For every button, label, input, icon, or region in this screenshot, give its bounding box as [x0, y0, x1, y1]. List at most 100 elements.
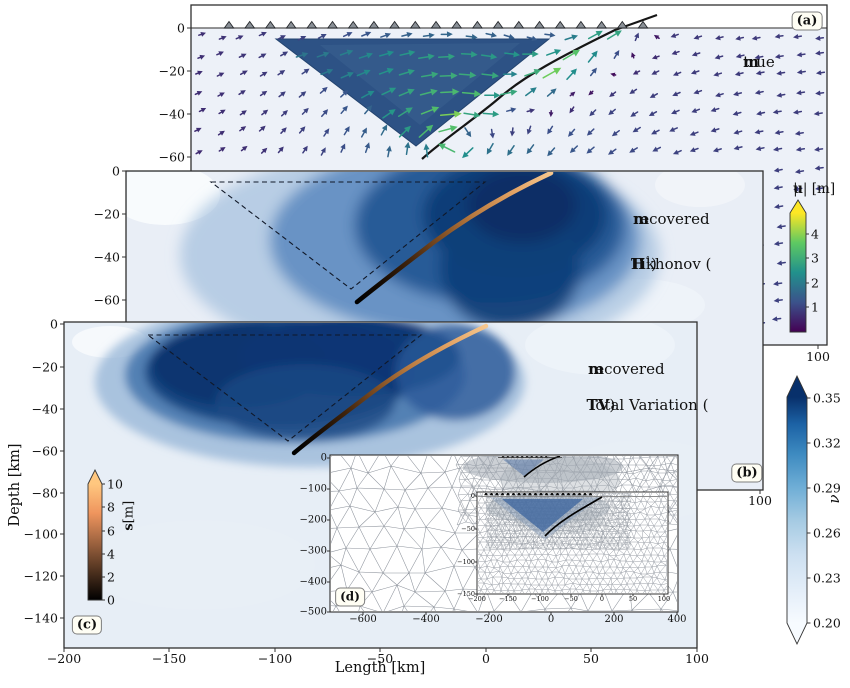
quiver-arrow	[524, 69, 542, 77]
quiver-arrow	[691, 107, 701, 114]
quiver-arrow	[506, 107, 517, 113]
quiver-arrow	[503, 34, 515, 40]
quiver-arrow	[651, 54, 660, 60]
quiver-arrow	[546, 88, 557, 97]
quiver-arrow	[815, 70, 826, 76]
quiver-arrow	[422, 32, 435, 39]
station-triangle	[484, 493, 488, 496]
quiver-arrow	[589, 109, 597, 117]
quiver-arrow	[569, 91, 576, 97]
quiver-arrow	[613, 49, 620, 59]
axis-tick-marks	[327, 457, 330, 613]
station-triangle	[596, 20, 608, 29]
quiver-arrow	[239, 126, 247, 132]
quiver-arrow	[480, 53, 498, 60]
quiver-arrow	[465, 33, 478, 40]
quiver-arrow	[525, 87, 537, 97]
quiver-arrow	[670, 32, 679, 38]
quiver-arrow	[423, 143, 430, 158]
quiver-arrow	[710, 107, 720, 112]
quiver-arrow	[714, 54, 724, 60]
quiver-arrow	[735, 53, 745, 59]
wedge-inner	[502, 499, 583, 532]
station-triangle	[506, 456, 510, 458]
station-triangle	[530, 456, 534, 458]
quiver-arrow	[401, 31, 413, 38]
quiver-arrow	[651, 70, 660, 75]
quiver-arrow	[631, 52, 636, 59]
quiver-arrow	[773, 146, 783, 152]
quiver-arrow	[301, 68, 310, 75]
fault-line-a	[421, 13, 658, 160]
quiver-arrow	[690, 69, 700, 75]
quiver-arrow	[689, 147, 699, 153]
quiver-arrow	[320, 147, 326, 156]
quiver-arrow	[756, 110, 766, 116]
inset-d-mesh	[329, 454, 679, 613]
quiver-arrow	[713, 71, 723, 77]
quiver-arrow	[773, 240, 784, 247]
station-triangle	[550, 493, 554, 496]
quiver-arrow	[260, 147, 268, 154]
quiver-arrow	[397, 107, 413, 117]
station-triangle	[555, 493, 560, 496]
quiver-arrow	[419, 88, 438, 96]
quiver-arrow	[340, 71, 354, 79]
quiver-arrow	[218, 109, 226, 115]
quiver-arrow	[235, 35, 244, 40]
quiver-arrow	[693, 89, 703, 95]
quiver-arrow	[610, 72, 617, 78]
quiver-arrow	[814, 165, 824, 171]
station-triangle	[347, 20, 359, 29]
inset-d-inner-frame	[476, 491, 669, 595]
quiver-arrow	[548, 110, 554, 118]
quiver-arrow	[343, 126, 350, 136]
quiver-arrow	[364, 105, 373, 115]
quiver-arrow	[239, 70, 248, 76]
quiver-arrow	[464, 127, 472, 138]
quiver-arrow	[379, 50, 395, 57]
quiver-arrow	[460, 51, 478, 58]
quiver-arrow	[380, 32, 391, 39]
station-triangle	[520, 456, 524, 458]
quiver-arrow	[776, 260, 786, 266]
quiver-arrow	[339, 49, 354, 56]
station-triangle	[522, 493, 527, 496]
quiver-arrow	[240, 145, 248, 152]
quiver-arrow	[301, 107, 309, 115]
quiver-arrow	[793, 186, 803, 192]
quiver-arrow	[463, 111, 481, 119]
station-triangle	[285, 20, 297, 29]
quiver-arrow	[567, 128, 576, 137]
quiver-arrow	[238, 90, 246, 96]
quiver-arrow	[378, 67, 394, 75]
fault-line-inner	[544, 496, 603, 537]
wedge-tint-outer	[503, 459, 544, 476]
quiver-arrow	[319, 86, 328, 94]
quiver-arrow	[606, 30, 622, 40]
quiver-arrow	[733, 129, 743, 135]
quiver-arrow	[774, 33, 784, 39]
station-triangle	[517, 493, 521, 496]
quiver-arrow	[671, 50, 680, 56]
quiver-arrow	[734, 71, 744, 77]
quiver-arrow	[608, 148, 617, 155]
quiver-arrow	[651, 129, 660, 135]
quiver-arrow	[461, 90, 482, 98]
quiver-arrow	[280, 127, 287, 134]
quiver-arrow	[649, 93, 659, 98]
quiver-arrow	[526, 144, 535, 155]
quiver-arrow	[504, 51, 521, 58]
station-triangle	[515, 456, 519, 458]
station-triangle	[244, 20, 256, 29]
station-triangle	[572, 493, 576, 496]
quiver-arrow	[420, 106, 440, 115]
quiver-arrow	[361, 31, 372, 37]
quiver-arrow	[482, 110, 500, 118]
station-triangle	[511, 493, 516, 496]
station-triangle	[264, 20, 276, 29]
quiver-arrow	[526, 35, 538, 42]
station-triangle	[544, 456, 548, 458]
quiver-arrow	[399, 49, 416, 57]
